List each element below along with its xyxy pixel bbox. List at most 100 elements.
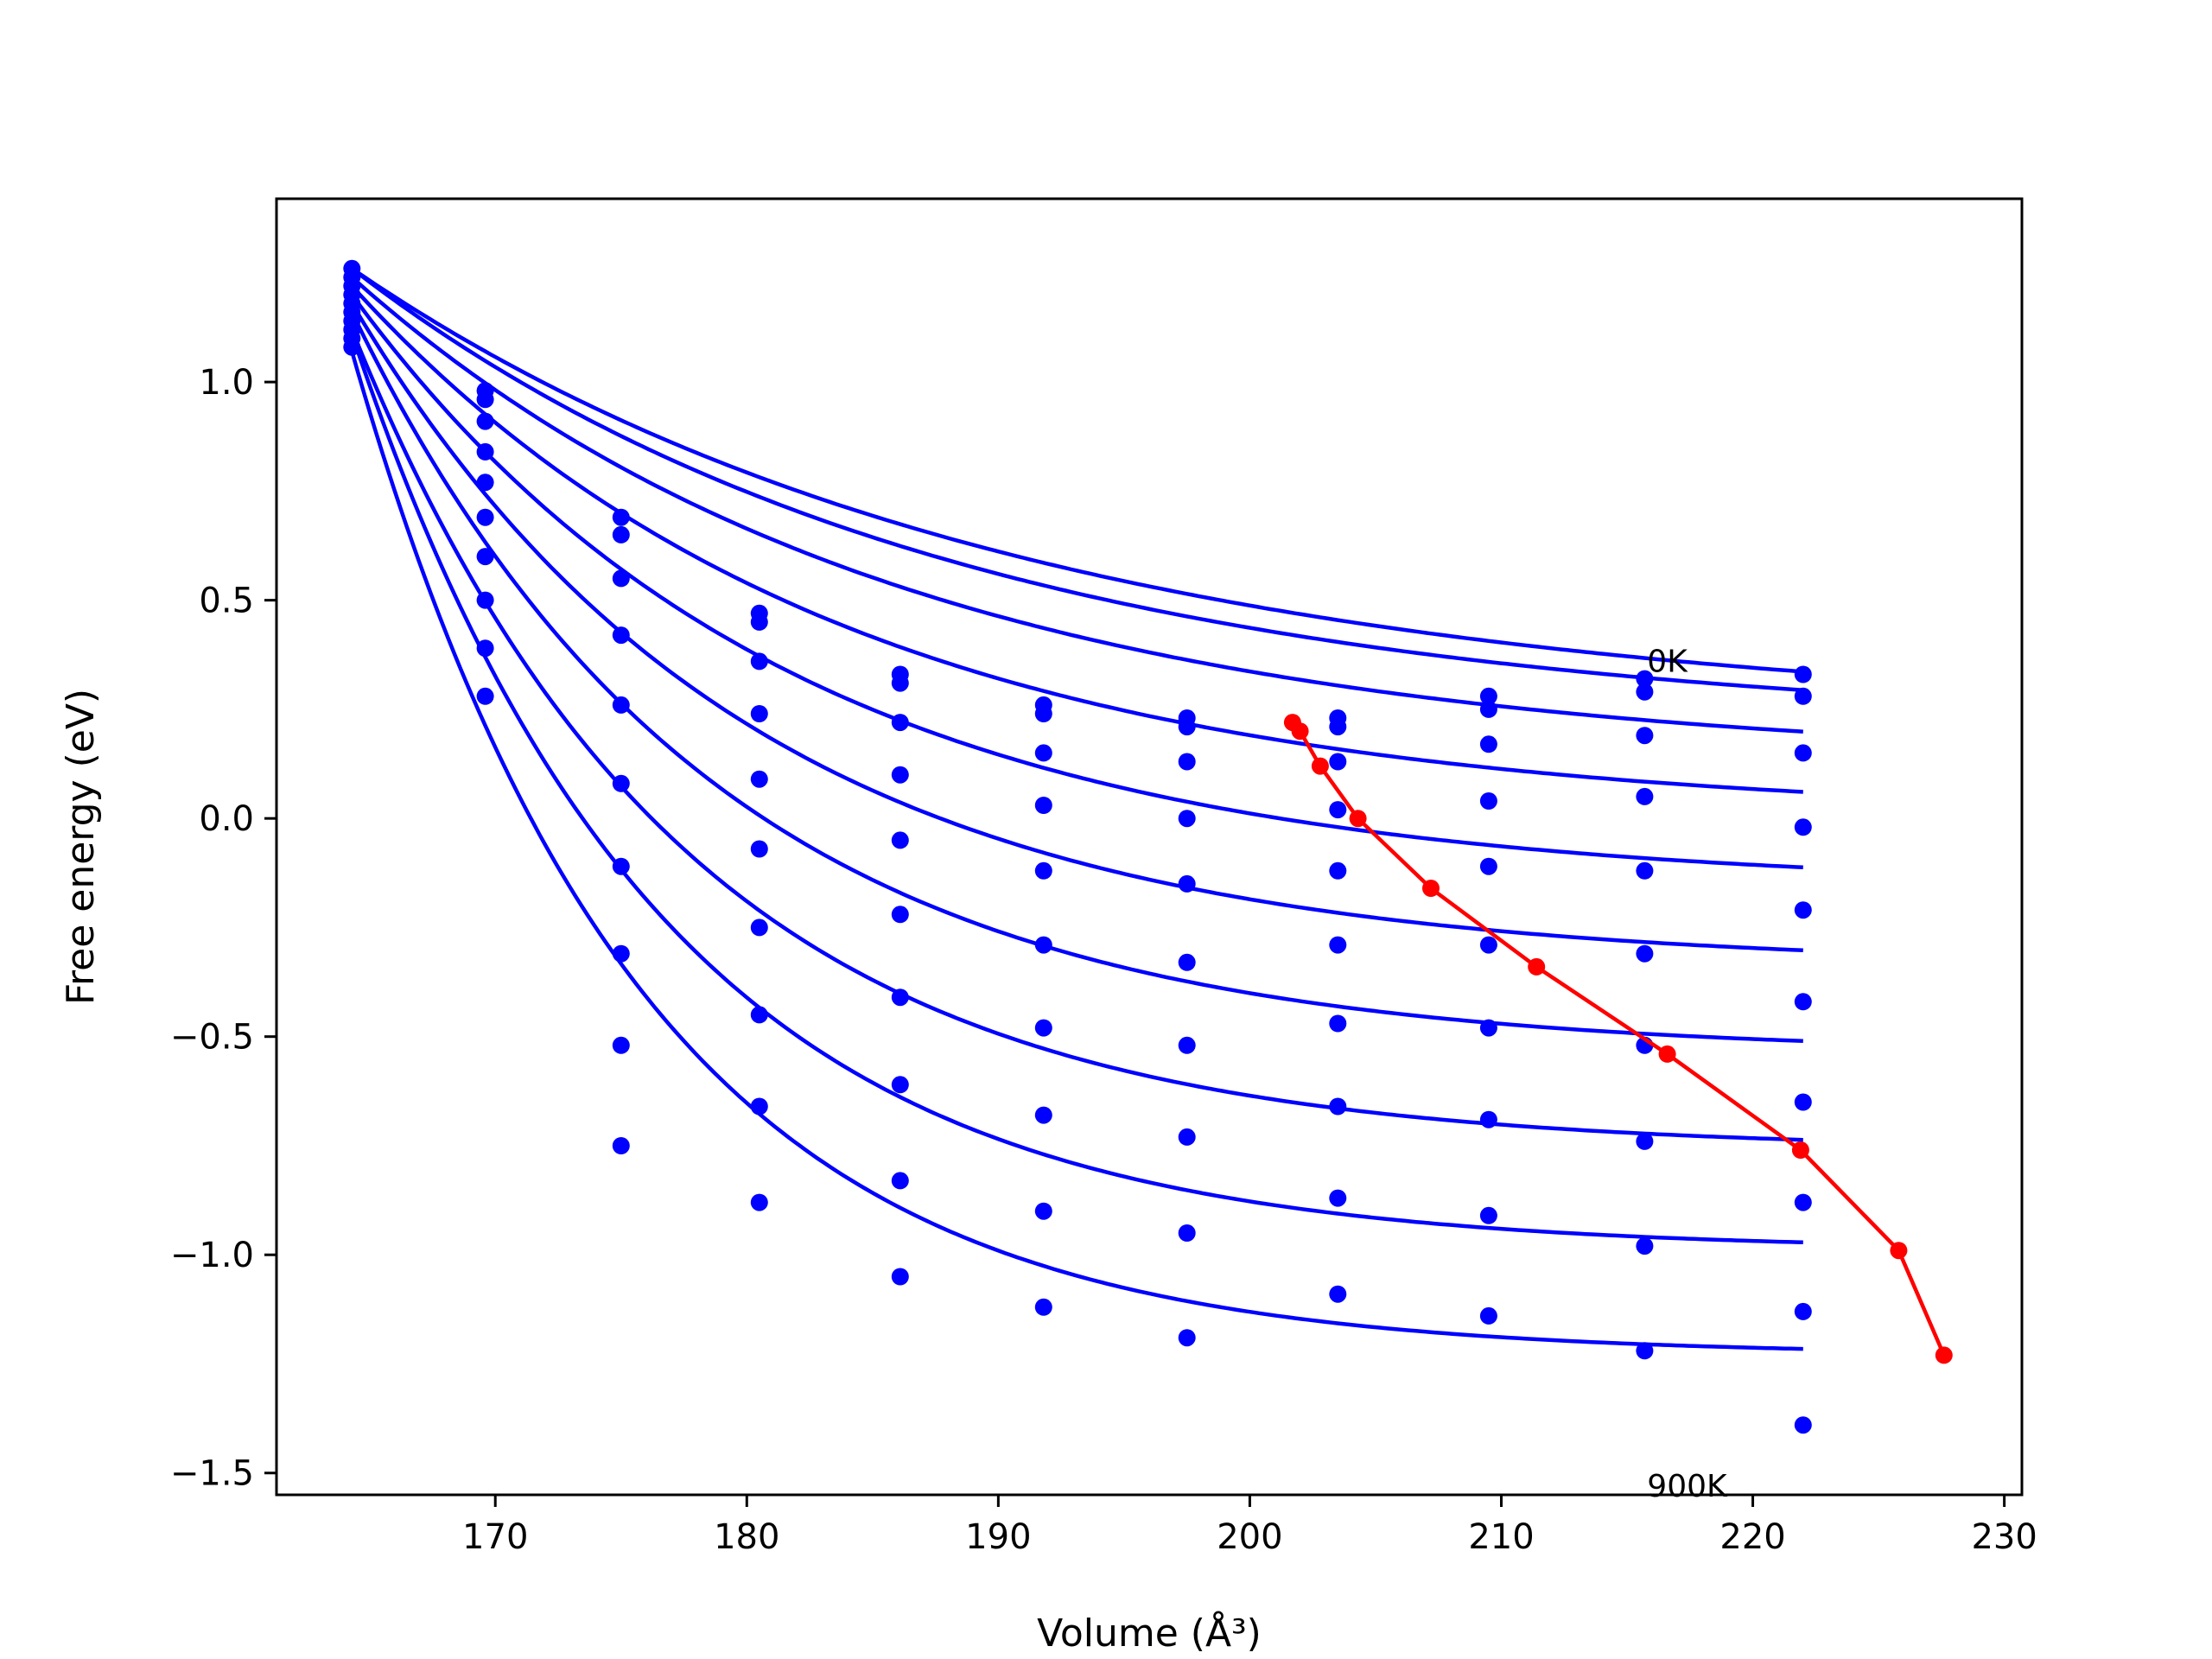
data-point-300K [1479, 792, 1497, 810]
data-point-200K [1636, 727, 1654, 745]
data-point-700K [1479, 1110, 1497, 1128]
data-point-800K [1794, 1302, 1812, 1320]
data-point-500K [1794, 993, 1812, 1011]
data-point-900K [1178, 1329, 1196, 1347]
data-point-200K [1479, 735, 1497, 753]
data-point-700K [1636, 1132, 1654, 1150]
data-point-100K [476, 391, 494, 409]
data-point-200K [1034, 744, 1052, 762]
data-point-100K [1794, 687, 1812, 705]
fit-curve-700K [350, 328, 1803, 1142]
fit-curve-500K [350, 302, 1803, 953]
fit-curve-100K [350, 267, 1803, 692]
data-point-600K [612, 857, 630, 875]
minima-point [1291, 722, 1309, 741]
data-point-700K [476, 591, 494, 609]
x-tick-label: 210 [1468, 1517, 1534, 1557]
fit-curve-600K [350, 311, 1803, 1044]
data-point-500K [1479, 936, 1497, 954]
data-point-500K [891, 906, 909, 924]
data-point-100K [1479, 700, 1497, 718]
data-point-100K [1636, 683, 1654, 701]
data-point-400K [891, 831, 909, 849]
data-point-600K [891, 988, 909, 1007]
data-point-900K [1636, 1342, 1654, 1360]
data-point-400K [1329, 861, 1347, 880]
data-point-200K [1794, 744, 1812, 762]
x-tick-label: 230 [1971, 1517, 2037, 1557]
data-point-300K [1034, 797, 1052, 814]
data-point-500K [476, 508, 494, 526]
data-point-600K [1479, 1019, 1497, 1037]
minima-line [1283, 714, 1953, 1364]
data-point-300K [1636, 787, 1654, 805]
minima-point [1791, 1141, 1809, 1159]
data-point-400K [750, 770, 768, 788]
data-point-300K [891, 766, 909, 784]
minima-curve [1291, 721, 1946, 1357]
x-tick-label: 200 [1217, 1517, 1282, 1557]
data-point-300K [476, 442, 494, 461]
data-point-0K [612, 508, 630, 526]
data-point-100K [750, 613, 768, 631]
data-point-100K [612, 525, 630, 543]
data-point-500K [1034, 936, 1052, 954]
data-point-700K [1329, 1097, 1347, 1116]
data-point-200K [476, 412, 494, 430]
data-point-700K [891, 1076, 909, 1094]
data-point-600K [1178, 1036, 1196, 1054]
data-point-700K [612, 944, 630, 963]
data-point-500K [612, 774, 630, 792]
minima-point [1528, 957, 1546, 976]
fit-curve-900K [350, 351, 1803, 1351]
y-axis-label: Free energy (eV) [59, 689, 103, 1005]
data-point-800K [750, 1097, 768, 1116]
data-point-800K [1178, 1224, 1196, 1242]
data-point-0K [1636, 670, 1654, 688]
data-points [343, 259, 1812, 1434]
data-point-0K [1479, 687, 1497, 705]
data-point-800K [1479, 1206, 1497, 1224]
temperature-annotation: 0K [1647, 644, 1688, 679]
data-point-900K [750, 1193, 768, 1211]
data-point-200K [1329, 753, 1347, 771]
data-point-100K [1178, 718, 1196, 736]
fit-curves [350, 266, 1803, 1351]
minima-point [1935, 1346, 1953, 1364]
fit-curve-0K [351, 266, 1803, 674]
data-point-300K [750, 705, 768, 722]
data-point-400K [476, 474, 494, 492]
x-axis-ticks: 170 180 190 200 210 220 230 [462, 1495, 2037, 1557]
data-point-800K [476, 639, 494, 658]
data-point-600K [1329, 1014, 1347, 1033]
y-tick-label: −1.0 [170, 1236, 254, 1275]
data-point-600K [1034, 1019, 1052, 1037]
data-point-800K [612, 1036, 630, 1054]
data-point-900K [1479, 1306, 1497, 1325]
x-axis-label: Volume (Å³) [1037, 1610, 1262, 1656]
data-point-100K [1034, 705, 1052, 722]
temperature-annotation: 900K [1647, 1469, 1728, 1504]
data-point-400K [1636, 861, 1654, 880]
data-point-600K [750, 918, 768, 937]
data-point-300K [1794, 818, 1812, 836]
data-point-0K [1794, 665, 1812, 683]
plot-frame [275, 197, 2024, 1497]
minima-point [1311, 757, 1329, 775]
data-point-200K [891, 714, 909, 732]
data-point-400K [1178, 874, 1196, 893]
data-point-500K [1178, 953, 1196, 971]
data-point-700K [1794, 1193, 1812, 1211]
data-point-400K [1034, 861, 1052, 880]
y-tick-label: −0.5 [170, 1018, 254, 1058]
fit-curve-400K [350, 293, 1803, 870]
data-point-400K [1794, 901, 1812, 919]
data-point-400K [612, 696, 630, 714]
data-point-700K [750, 1006, 768, 1024]
data-point-200K [1178, 753, 1196, 771]
y-axis-ticks: 1.0 0.5 0.0 −0.5 −1.0 −1.5 [170, 363, 276, 1494]
data-point-200K [612, 569, 630, 588]
data-point-800K [1636, 1237, 1654, 1255]
data-point-300K [612, 626, 630, 645]
